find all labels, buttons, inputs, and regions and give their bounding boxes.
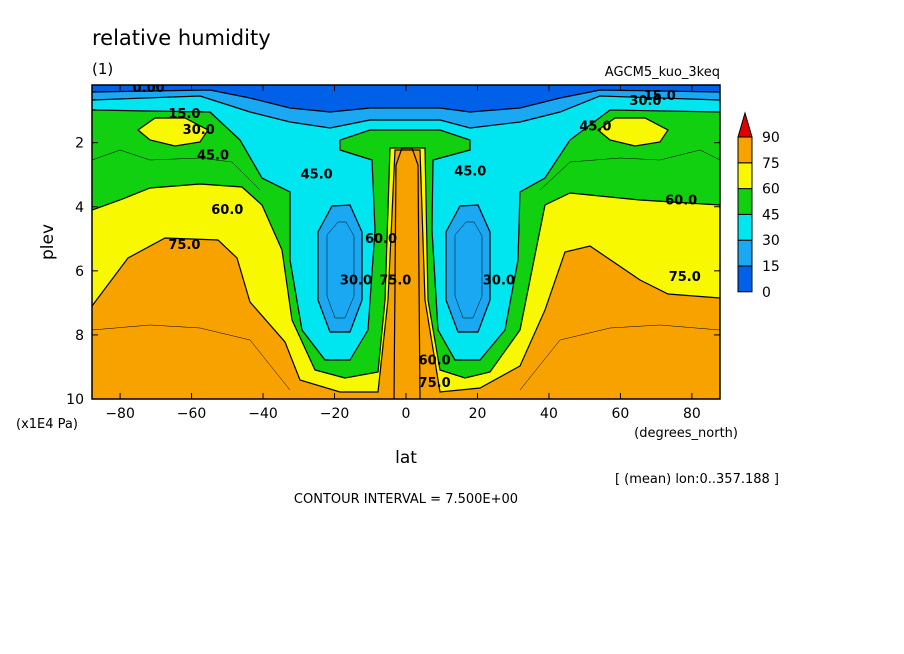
contour-label: 75.0 [419,376,451,391]
band-75-tower [394,148,420,399]
contour-interval: CONTOUR INTERVAL = 7.500E+00 [294,492,518,507]
band-30 [92,85,720,360]
chart-subtitle: (1) [92,60,113,78]
band-15-cell-east [446,205,490,332]
colorbar-swatch [737,239,753,267]
contour-label: 45.0 [301,168,333,183]
contour-label: 30.0 [340,273,372,288]
colorbar-label: 75 [762,156,780,172]
colorbar-label: 90 [762,130,780,146]
colorbar-swatch [737,162,753,190]
contour-label: 45.0 [579,120,611,135]
chart-title: relative humidity [92,26,271,50]
colorbar-overflow-arrow [737,111,753,138]
colorbar-label: 45 [762,207,780,223]
colorbar-label: 15 [762,259,780,275]
x-axis-ticks: −80 −60 −40 −20 0 20 40 60 80 [105,85,701,422]
x-tick-label: 40 [540,406,558,422]
colorbar-swatch [737,136,753,164]
y-axis-label: plev [38,224,58,260]
contour-label: 45.0 [454,165,486,180]
colorbar: 0 15 30 45 60 75 90 [737,111,780,301]
x-tick-label: −60 [177,406,207,422]
contour-label: 60.0 [419,354,451,369]
contour-label: 45.0 [197,148,229,163]
y-tick-label: 6 [75,264,84,280]
x-tick-label: −20 [320,406,350,422]
contour-label: 75.0 [168,238,200,253]
colorbar-label: 0 [762,285,771,301]
contour-lines-minor [92,149,720,391]
band-60-cell-east [598,118,668,146]
y-tick-label: 8 [75,328,84,344]
x-tick-label: −40 [248,406,278,422]
x-tick-label: −80 [105,406,135,422]
colorbar-label: 60 [762,182,780,198]
x-tick-label: 20 [469,406,487,422]
contour-label: 75.0 [669,270,701,285]
x-axis-unit: (degrees_north) [634,426,738,441]
band-15-cell-west [318,205,362,332]
band-60-cell-west [138,118,208,146]
contour-label: 15.0 [644,89,676,104]
colorbar-label: 30 [762,233,780,249]
contour-label: 60.0 [365,232,397,247]
x-tick-label: 0 [402,406,411,422]
band-45 [92,85,720,378]
colorbar-swatch [737,188,753,215]
contour-label: 60.0 [665,193,697,208]
contour-label: 30.0 [483,273,515,288]
y-tick-label: 2 [75,136,84,152]
contour-label: 15.0 [168,107,200,122]
x-tick-label: 80 [683,406,701,422]
x-axis-label: lat [395,448,417,468]
y-axis-unit: (x1E4 Pa) [16,417,78,432]
mean-note: [ (mean) lon:0..357.188 ] [615,472,779,487]
colorbar-swatch [737,265,753,293]
contour-label: 30.0 [629,94,661,109]
x-tick-label: 60 [612,406,630,422]
contour-label: 75.0 [379,273,411,288]
y-tick-label: 10 [66,392,84,408]
colorbar-swatch [737,213,753,241]
contour-label: 30.0 [183,123,215,138]
y-axis-ticks: 2 4 6 8 10 [66,136,720,408]
contour-label: 0.00 [133,81,165,96]
band-0 [92,85,720,112]
model-label: AGCM5_kuo_3keq [605,65,720,80]
contour-lines [92,89,720,399]
contour-label: 60.0 [211,203,243,218]
y-tick-label: 4 [75,200,84,216]
